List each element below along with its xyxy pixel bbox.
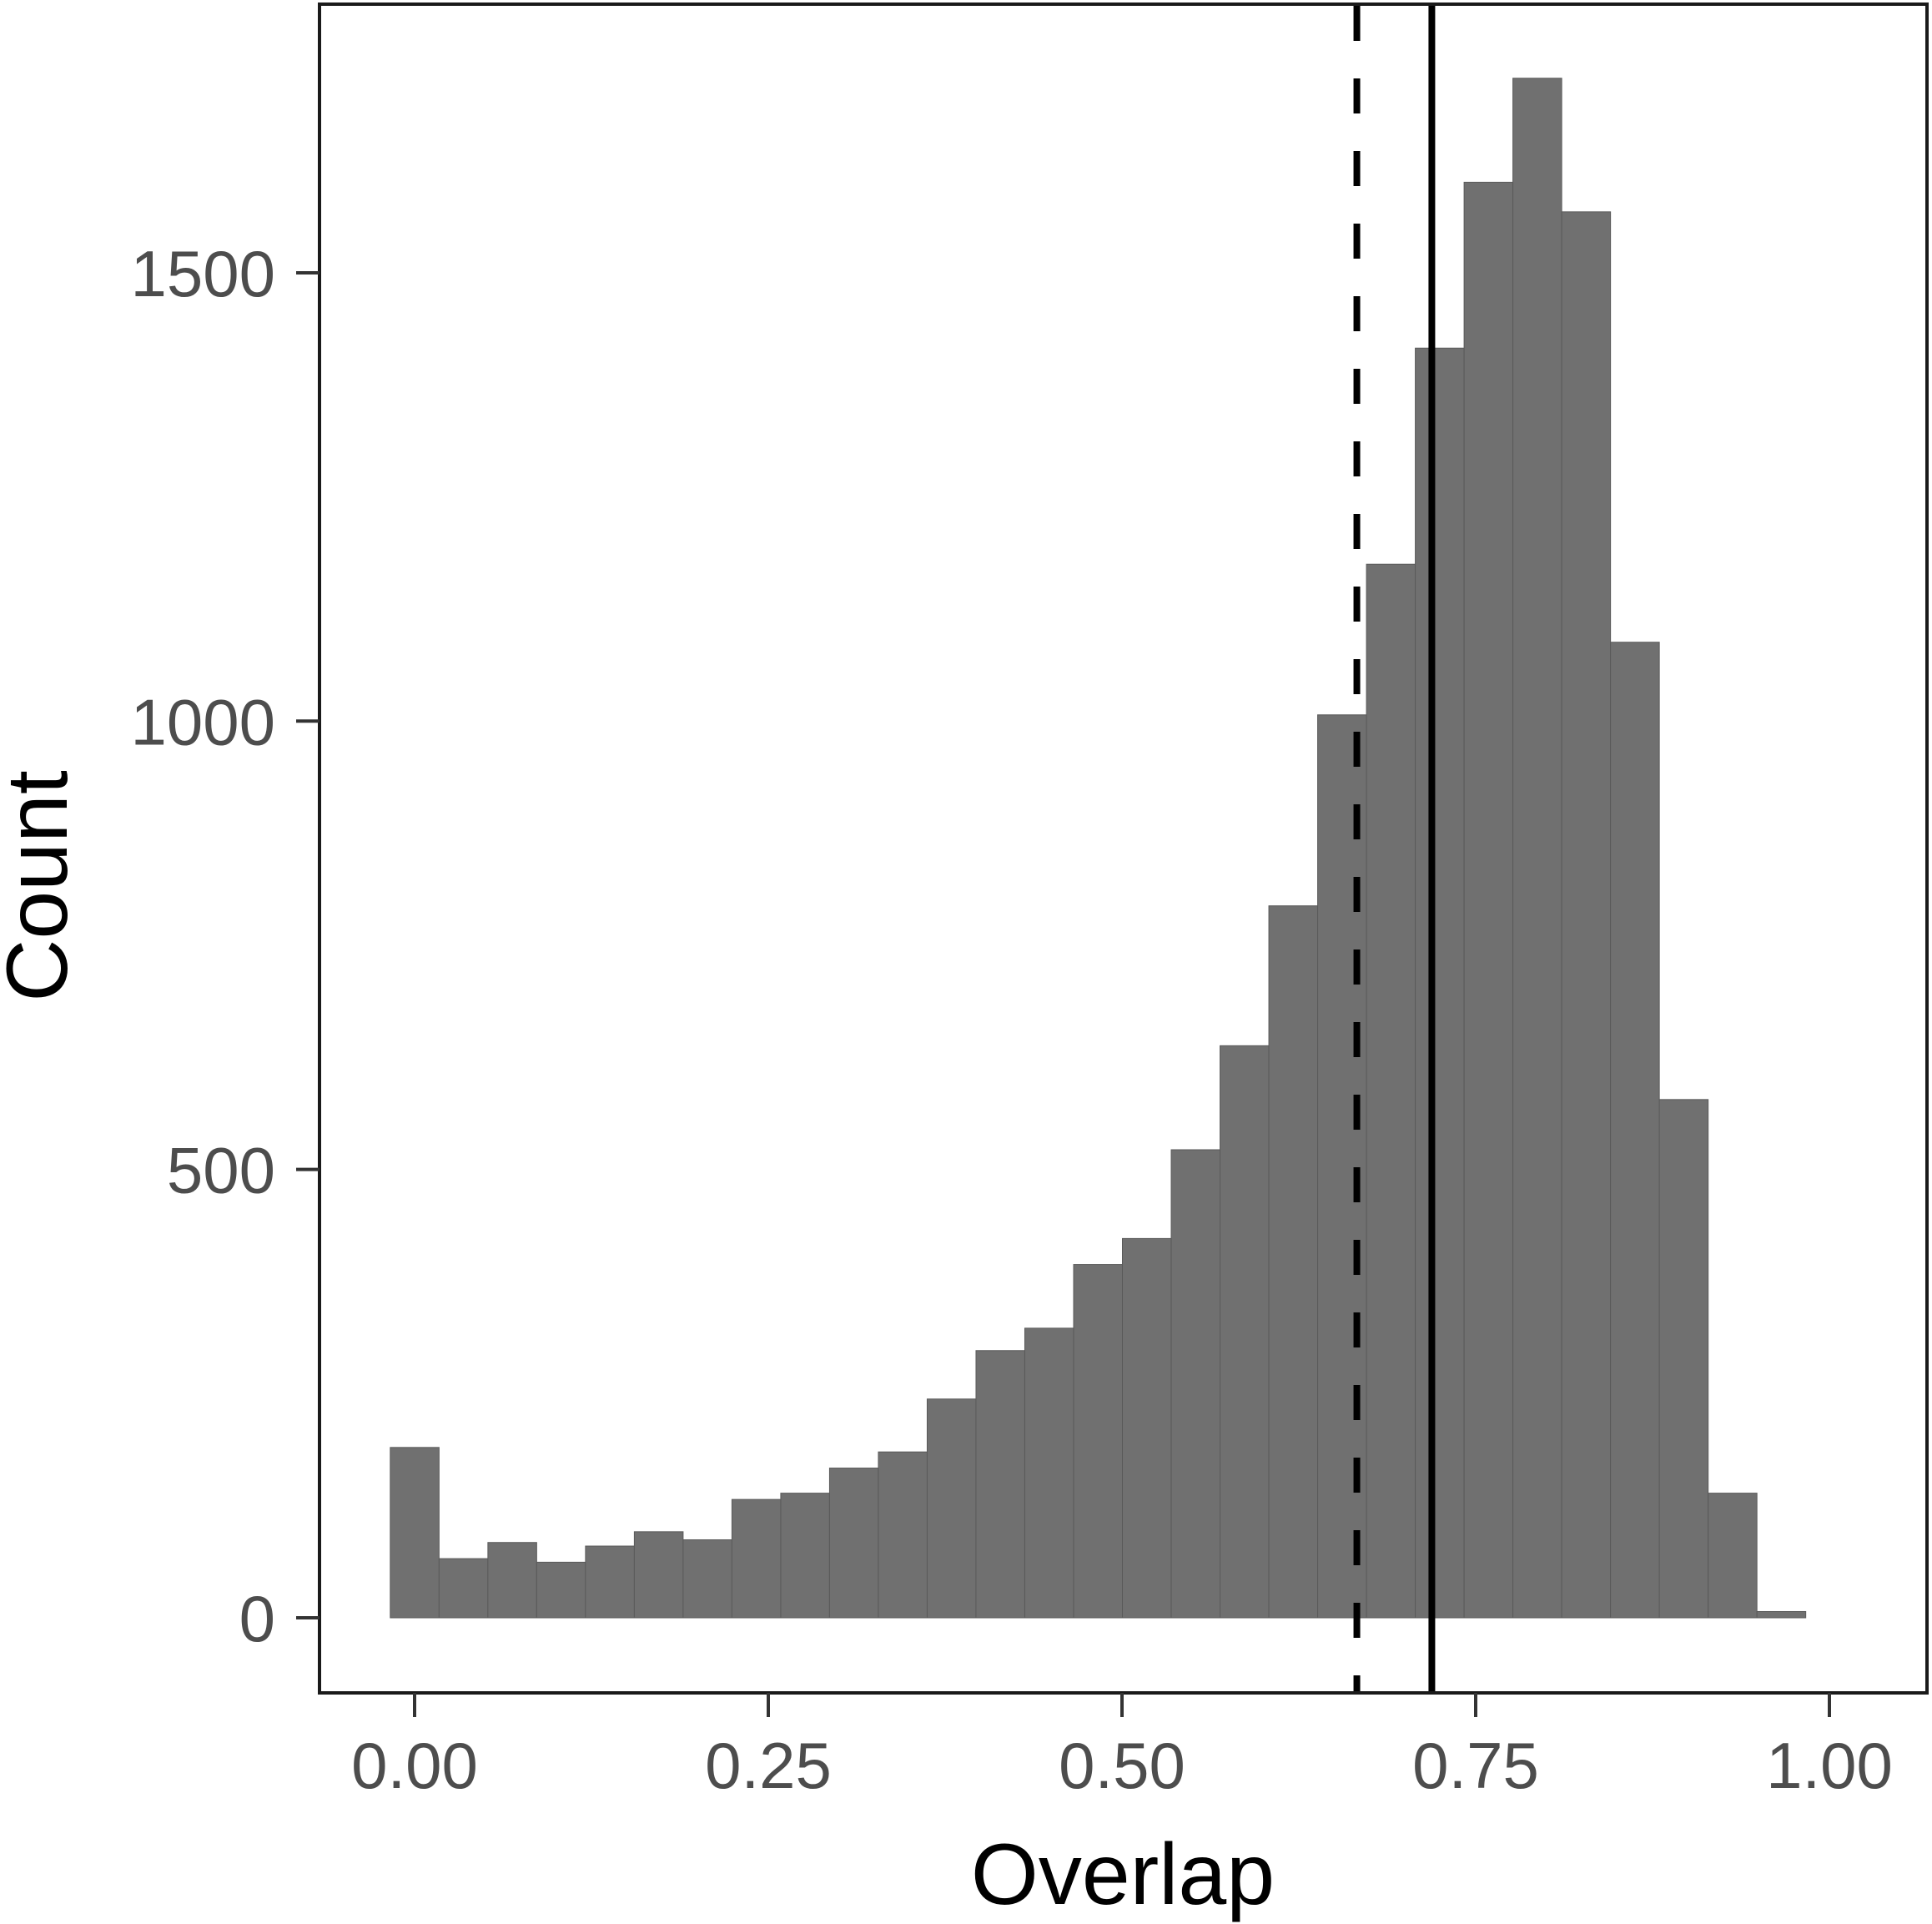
y-tick-label: 0 — [239, 1582, 275, 1655]
x-tick-label: 0.25 — [705, 1729, 832, 1802]
histogram-bar — [1268, 905, 1319, 1619]
histogram-bar — [1463, 181, 1514, 1619]
histogram-bar — [828, 1468, 879, 1619]
x-axis: 0.00 0.25 0.50 0.75 1.00 — [351, 1693, 1893, 1802]
histogram-bar — [1024, 1327, 1074, 1619]
histogram-bar — [1561, 211, 1612, 1619]
histogram-bar — [682, 1539, 732, 1619]
histogram-bar — [731, 1498, 782, 1619]
histogram-bars — [390, 78, 1807, 1619]
y-axis: 0 500 1000 1500 — [130, 237, 319, 1655]
y-tick-label: 1000 — [130, 685, 275, 758]
histogram-bar — [633, 1531, 684, 1619]
x-axis-title: Overlap — [971, 1826, 1275, 1923]
y-axis-title: Count — [0, 770, 86, 1002]
y-tick-label: 1500 — [130, 237, 275, 310]
histogram-bar — [878, 1451, 928, 1619]
histogram-bar — [1220, 1045, 1270, 1619]
histogram-bar — [1658, 1099, 1709, 1619]
histogram-bar — [780, 1493, 830, 1619]
histogram-bar — [1415, 347, 1465, 1619]
histogram-bar — [438, 1558, 489, 1619]
histogram-bar — [390, 1447, 440, 1619]
x-tick-label: 0.00 — [351, 1729, 478, 1802]
histogram-bar — [1122, 1237, 1172, 1619]
histogram-bar — [536, 1561, 586, 1619]
histogram-bar — [1708, 1493, 1758, 1619]
histogram-bar — [1170, 1149, 1221, 1619]
y-tick-label: 500 — [167, 1134, 275, 1207]
reference-lines — [1353, 6, 1436, 1691]
histogram-bar — [487, 1542, 537, 1619]
x-tick-label: 1.00 — [1766, 1729, 1893, 1802]
histogram-bar — [1610, 642, 1660, 1619]
x-tick-label: 0.75 — [1412, 1729, 1539, 1802]
x-tick-label: 0.50 — [1059, 1729, 1185, 1802]
histogram-bar — [975, 1350, 1025, 1619]
histogram-bar — [1073, 1264, 1124, 1619]
histogram-bar — [585, 1545, 635, 1619]
histogram-bar — [1366, 563, 1416, 1619]
histogram-bar — [1756, 1610, 1807, 1619]
histogram-bar — [1512, 78, 1562, 1619]
histogram-bar — [926, 1398, 977, 1619]
